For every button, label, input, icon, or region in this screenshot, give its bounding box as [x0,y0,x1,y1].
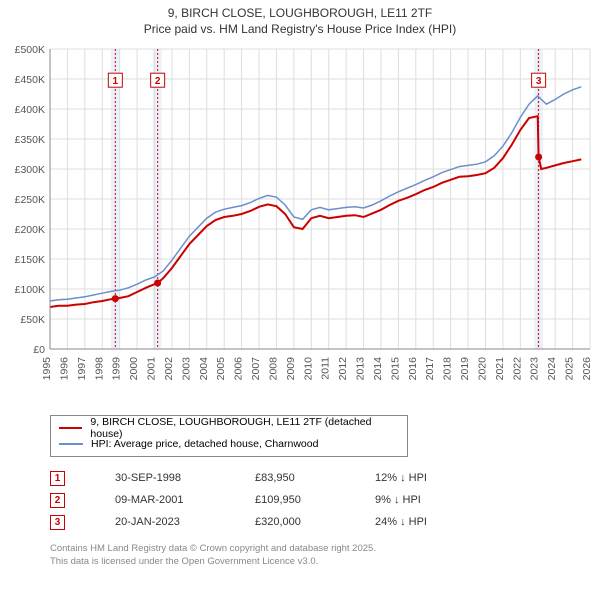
sale-diff: 9% ↓ HPI [375,494,495,506]
sale-marker-icon: 3 [50,515,65,530]
chart-container: £0 £50K £100K £150K £200K £250K £300K £350K £400… [0,39,600,409]
svg-text:2010: 2010 [302,357,314,381]
svg-text:2008: 2008 [267,357,279,381]
svg-text:2017: 2017 [424,357,436,381]
table-row: 1 30-SEP-1998 £83,950 12% ↓ HPI [50,467,600,489]
footer-attribution: Contains HM Land Registry data © Crown c… [50,543,600,568]
svg-text:2011: 2011 [320,357,332,380]
sale-diff: 12% ↓ HPI [375,472,495,484]
svg-text:2002: 2002 [163,357,175,381]
svg-text:2015: 2015 [389,357,401,381]
legend: 9, BIRCH CLOSE, LOUGHBOROUGH, LE11 2TF (… [50,415,408,457]
table-row: 2 09-MAR-2001 £109,950 9% ↓ HPI [50,489,600,511]
sale-marker-icon: 1 [50,471,65,486]
svg-text:£50K: £50K [20,314,45,326]
svg-text:£450K: £450K [15,74,45,86]
footer-line: This data is licensed under the Open Gov… [50,556,600,568]
svg-text:2019: 2019 [459,357,471,381]
svg-text:2022: 2022 [511,357,523,381]
legend-swatch [59,443,83,445]
svg-text:2007: 2007 [250,357,262,381]
sale-diff: 24% ↓ HPI [375,516,495,528]
sale-date: 30-SEP-1998 [115,472,255,484]
svg-text:2018: 2018 [442,357,454,381]
svg-text:2004: 2004 [198,357,210,381]
svg-text:1999: 1999 [111,357,123,381]
svg-text:2023: 2023 [529,357,541,381]
svg-text:2016: 2016 [407,357,419,381]
svg-text:1997: 1997 [76,357,88,381]
svg-text:2001: 2001 [146,357,158,381]
svg-text:2003: 2003 [180,357,192,381]
sale-date: 09-MAR-2001 [115,494,255,506]
svg-text:2006: 2006 [233,357,245,381]
svg-text:2: 2 [155,76,161,87]
svg-text:£350K: £350K [15,134,45,146]
svg-text:£250K: £250K [15,194,45,206]
legend-label: 9, BIRCH CLOSE, LOUGHBOROUGH, LE11 2TF (… [90,416,399,440]
svg-text:1995: 1995 [41,357,53,381]
svg-text:2012: 2012 [337,357,349,381]
svg-text:2005: 2005 [215,357,227,381]
svg-text:£400K: £400K [15,104,45,116]
svg-text:£100K: £100K [15,284,45,296]
svg-text:£500K: £500K [15,44,45,56]
sale-marker-icon: 2 [50,493,65,508]
sale-price: £83,950 [255,472,375,484]
svg-text:2020: 2020 [476,357,488,381]
svg-text:2013: 2013 [355,357,367,381]
table-row: 3 20-JAN-2023 £320,000 24% ↓ HPI [50,511,600,533]
chart-title-block: 9, BIRCH CLOSE, LOUGHBOROUGH, LE11 2TF P… [0,0,600,39]
svg-text:£300K: £300K [15,164,45,176]
svg-text:£150K: £150K [15,254,45,266]
svg-text:2026: 2026 [581,357,593,381]
svg-text:1: 1 [113,76,119,87]
footer-line: Contains HM Land Registry data © Crown c… [50,543,600,555]
sale-date: 20-JAN-2023 [115,516,255,528]
title-line-1: 9, BIRCH CLOSE, LOUGHBOROUGH, LE11 2TF [0,6,600,22]
svg-text:1996: 1996 [58,357,70,381]
legend-label: HPI: Average price, detached house, Char… [91,438,318,450]
legend-item: 9, BIRCH CLOSE, LOUGHBOROUGH, LE11 2TF (… [59,420,399,436]
svg-text:3: 3 [536,76,542,87]
svg-text:2021: 2021 [494,357,506,381]
sale-price: £109,950 [255,494,375,506]
svg-text:2025: 2025 [564,357,576,381]
sales-table: 1 30-SEP-1998 £83,950 12% ↓ HPI 2 09-MAR… [50,467,600,533]
svg-text:£200K: £200K [15,224,45,236]
svg-text:2009: 2009 [285,357,297,381]
svg-text:£0: £0 [33,344,45,356]
svg-text:2024: 2024 [546,357,558,381]
legend-swatch [59,427,82,429]
title-line-2: Price paid vs. HM Land Registry's House … [0,22,600,38]
svg-text:2014: 2014 [372,357,384,381]
svg-text:2000: 2000 [128,357,140,381]
sale-price: £320,000 [255,516,375,528]
svg-text:1998: 1998 [93,357,105,381]
line-chart: £0 £50K £100K £150K £200K £250K £300K £350K £400… [0,39,600,409]
